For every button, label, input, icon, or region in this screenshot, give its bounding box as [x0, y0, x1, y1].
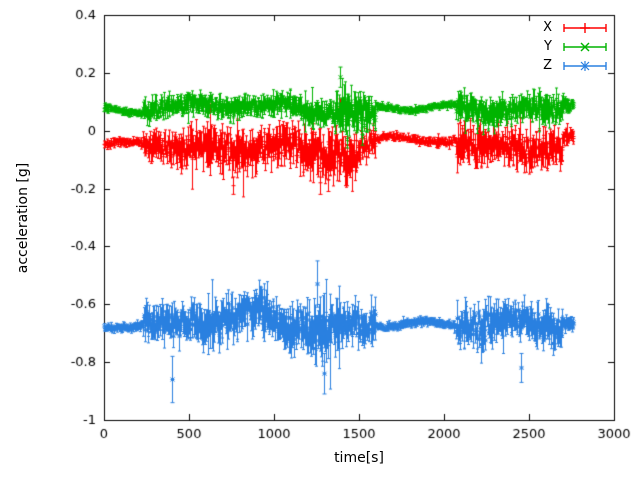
- legend-item-z: Z: [543, 56, 608, 75]
- legend-sample-z: [563, 60, 607, 71]
- x-axis-label: time[s]: [334, 450, 384, 466]
- legend-label-x: X: [543, 20, 552, 35]
- legend-sample-x: [563, 22, 607, 33]
- legend: X Y: [543, 18, 608, 75]
- legend-label-z: Z: [543, 58, 552, 73]
- legend-item-y: Y: [543, 37, 608, 56]
- legend-item-x: X: [543, 18, 608, 37]
- y-axis-label: acceleration [g]: [15, 162, 31, 274]
- legend-sample-y: [563, 42, 607, 51]
- legend-label-y: Y: [544, 39, 552, 54]
